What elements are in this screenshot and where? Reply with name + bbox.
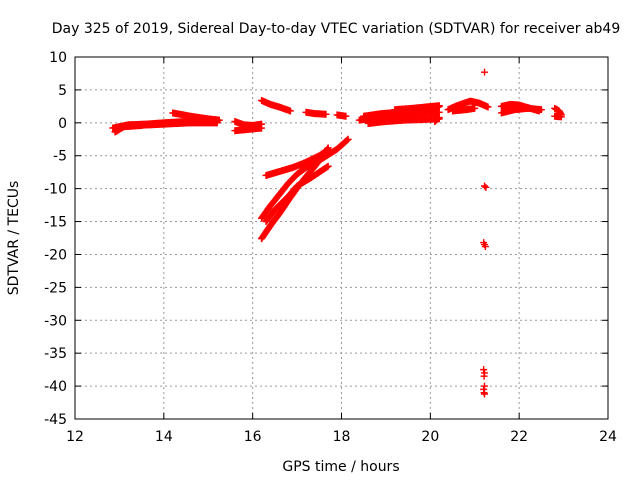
- data-point: [258, 124, 266, 132]
- data-point: [286, 107, 294, 115]
- data-point: [480, 372, 488, 380]
- y-tick-label: -25: [44, 280, 67, 296]
- data-point: [213, 118, 221, 126]
- data-point: [480, 366, 488, 374]
- data-point: [324, 146, 332, 154]
- data-point: [481, 68, 489, 76]
- y-tick-label: -35: [44, 346, 67, 362]
- data-point: [557, 113, 565, 121]
- data-point: [435, 102, 443, 110]
- y-tick-label: -10: [44, 182, 67, 198]
- data-point: [471, 104, 479, 112]
- axis-ticks: [74, 56, 609, 420]
- data-point: [481, 243, 489, 251]
- y-tick-label: -20: [44, 247, 67, 263]
- data-point: [324, 162, 332, 170]
- x-tick-label: 20: [421, 429, 439, 445]
- data-point: [344, 135, 352, 143]
- y-tick-label: 5: [58, 83, 67, 99]
- x-tick-label: 24: [599, 429, 617, 445]
- data-point: [342, 112, 350, 120]
- y-tick-label: -45: [44, 412, 67, 428]
- data-point: [481, 382, 489, 390]
- data-point: [434, 114, 442, 122]
- x-tick-label: 16: [244, 429, 262, 445]
- data-point: [537, 106, 545, 114]
- x-tick-label: 14: [155, 429, 173, 445]
- y-tick-label: -5: [53, 149, 67, 165]
- data-point: [343, 136, 351, 144]
- data-points: [109, 68, 565, 398]
- data-point: [481, 182, 489, 190]
- x-tick-label: 12: [66, 429, 84, 445]
- x-axis-label: GPS time / hours: [282, 459, 399, 475]
- y-tick-label: -30: [44, 313, 67, 329]
- data-point: [482, 183, 490, 191]
- tick-labels: 12 14 16 18 20 22 24 10 5 0 -5 -10 -15 -20 -25 -30 -35 -4…: [44, 50, 617, 445]
- data-point: [481, 390, 489, 398]
- x-tick-label: 22: [510, 429, 528, 445]
- y-axis-label: SDTVAR / TECUs: [6, 181, 22, 296]
- data-point: [484, 103, 492, 111]
- y-tick-label: 10: [49, 50, 67, 66]
- x-tick-label: 18: [333, 429, 351, 445]
- data-point: [435, 114, 443, 122]
- y-tick-label: -15: [44, 215, 67, 231]
- data-point: [322, 110, 330, 118]
- y-tick-label: 0: [58, 116, 67, 132]
- y-tick-label: -40: [44, 379, 67, 395]
- chart-title: Day 325 of 2019, Sidereal Day-to-day VTE…: [52, 21, 621, 37]
- data-point: [138, 121, 146, 129]
